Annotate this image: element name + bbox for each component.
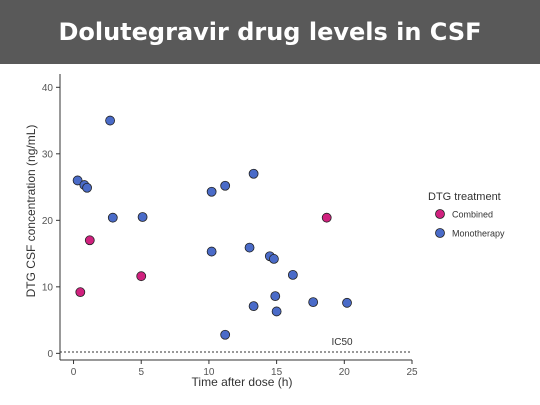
legend-marker-combined — [435, 209, 445, 219]
point-monotherapy — [248, 168, 259, 179]
point-monotherapy — [206, 246, 217, 257]
y-tick-label: 40 — [42, 83, 54, 94]
legend-label-monotherapy: Monotherapy — [452, 229, 505, 239]
y-tick-label: 30 — [42, 149, 54, 160]
x-tick-label: 25 — [406, 367, 418, 378]
point-monotherapy — [269, 254, 279, 264]
point-monotherapy — [248, 301, 259, 312]
y-tick-label: 0 — [47, 349, 53, 360]
data-points — [72, 115, 352, 340]
point-monotherapy — [308, 297, 319, 308]
point-monotherapy — [244, 242, 255, 253]
y-tick-label: 10 — [42, 282, 54, 293]
point-monotherapy — [137, 212, 148, 222]
point-combined — [321, 212, 332, 223]
point-monotherapy — [206, 186, 217, 197]
point-monotherapy — [271, 306, 282, 317]
legend-marker-monotherapy — [435, 228, 445, 238]
point-monotherapy — [287, 269, 298, 280]
y-tick-label: 20 — [42, 216, 54, 227]
point-combined — [75, 287, 86, 298]
legend-title: DTG treatment — [428, 191, 501, 203]
point-monotherapy — [220, 329, 231, 340]
point-monotherapy — [105, 115, 115, 126]
y-axis-label: DTG CSF concentration (ng/mL) — [24, 125, 38, 298]
point-monotherapy — [342, 297, 352, 308]
point-combined — [136, 271, 147, 282]
slide-title: Dolutegravir drug levels in CSF — [58, 18, 482, 46]
point-monotherapy — [82, 182, 92, 193]
scatter-chart: 0 5 10 15 20 25 0 10 20 30 40 IC50 DTG treatment Co… — [24, 74, 505, 389]
point-monotherapy — [220, 180, 231, 191]
ic50-reference: IC50 — [60, 337, 412, 353]
x-axis-label: Time after dose (h) — [192, 375, 293, 389]
point-monotherapy — [72, 175, 83, 186]
x-tick-label: 5 — [138, 367, 144, 378]
point-combined — [84, 235, 95, 246]
x-tick-label: 10 — [203, 367, 215, 378]
point-monotherapy — [270, 291, 281, 302]
legend-label-combined: Combined — [452, 210, 493, 220]
x-tick-label: 15 — [271, 367, 283, 378]
chart-axes: 0 5 10 15 20 25 0 10 20 30 40 — [42, 74, 418, 378]
ic50-label: IC50 — [331, 337, 353, 348]
title-banner — [0, 0, 540, 64]
point-monotherapy — [107, 212, 118, 223]
x-tick-label: 20 — [339, 367, 351, 378]
x-tick-label: 0 — [71, 367, 77, 378]
legend: DTG treatment Combined Monotherapy — [428, 191, 505, 239]
